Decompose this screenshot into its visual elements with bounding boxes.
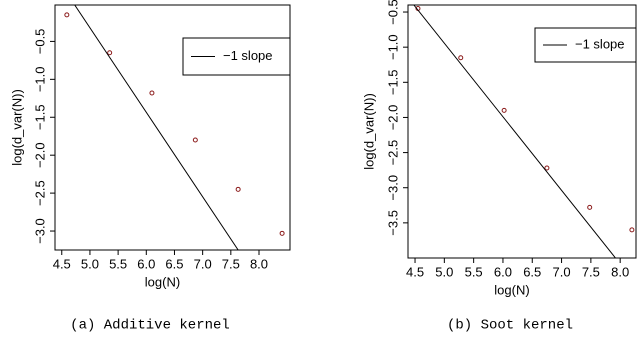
y-tick-label: −2.5 (32, 180, 47, 206)
y-tick-label: −0.5 (32, 29, 47, 55)
chart: 4.5 5.0 5.5 6.0 6.5 7.0 7.5 8.0 −0.5 −1.0 −1.5 −2.0… (361, 0, 637, 334)
point (64, 12, 70, 18)
y-tick-label: −2.0 (385, 105, 400, 131)
chart: 4.5 5.0 5.5 6.0 6.5 7.0 7.5 8.0 −0.5 −1.0 −1.5 −2.0… (9, 4, 291, 334)
reference-line (74, 5, 239, 250)
x-axis-label: log(N) (145, 274, 180, 289)
legend-label: −1 slope (575, 36, 625, 51)
point (279, 230, 285, 236)
x-tick-label: 4.5 (406, 264, 424, 279)
x-tick-label: 6.5 (165, 256, 183, 271)
x-tick-label: 4.5 (53, 256, 71, 271)
x-tick-label: 6.0 (494, 264, 512, 279)
point (458, 55, 464, 61)
x-tick-label: 5.0 (81, 256, 99, 271)
x-tick-label: 7.0 (194, 256, 212, 271)
y-tick-label: −1.5 (385, 69, 400, 95)
point (107, 50, 113, 56)
y-axis-label: log(d_var(N)) (9, 89, 24, 166)
y-tick-label: −0.5 (385, 0, 400, 25)
plot-frame (407, 4, 637, 259)
x-tick-label: 6.5 (523, 264, 541, 279)
x-axis-label: log(N) (494, 282, 529, 297)
legend-label: −1 slope (223, 48, 273, 63)
y-tick-label: −3.0 (385, 175, 400, 201)
point (501, 107, 507, 113)
point (149, 90, 155, 96)
caption: (b) Soot kernel (447, 318, 573, 334)
plot-frame (54, 4, 291, 251)
x-tick-label: 5.5 (465, 264, 483, 279)
x-tick-label: 5.5 (109, 256, 127, 271)
point (629, 227, 635, 233)
y-tick-label: −1.0 (385, 34, 400, 60)
y-tick-label: −2.5 (385, 140, 400, 166)
y-tick-label: −3.5 (385, 210, 400, 236)
point (235, 186, 241, 192)
point (544, 165, 550, 171)
y-tick-label: −1.5 (32, 104, 47, 130)
x-tick-label: 6.0 (137, 256, 155, 271)
point (192, 137, 198, 143)
reference-line (413, 5, 616, 258)
x-tick-label: 5.0 (435, 264, 453, 279)
x-tick-label: 7.0 (553, 264, 571, 279)
x-tick-label: 7.5 (222, 256, 240, 271)
caption: (a) Additive kernel (70, 318, 230, 334)
y-tick-label: −1.0 (32, 66, 47, 92)
point (587, 204, 593, 210)
y-tick-label: −3.0 (32, 218, 47, 244)
x-tick-label: 7.5 (582, 264, 600, 279)
y-axis-label: log(d_var(N)) (361, 93, 376, 170)
x-tick-label: 8.0 (611, 264, 629, 279)
x-tick-label: 8.0 (250, 256, 268, 271)
y-tick-label: −2.0 (32, 142, 47, 168)
